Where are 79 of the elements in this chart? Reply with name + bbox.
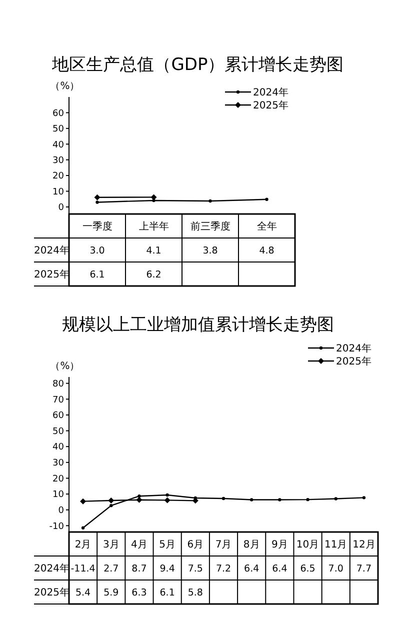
data-label: 6.4 [272,563,288,574]
y-tick-label: 30 [52,458,64,469]
y-tick-label: 0 [58,203,64,214]
data-label: 7.0 [328,563,344,574]
data-label: 9.4 [160,563,175,574]
x-tick-label: 全年 [256,220,277,232]
data-label: 3.8 [202,245,218,256]
legend-label: 2024年 [336,342,372,354]
data-label: 7.2 [216,563,232,574]
point [110,504,113,508]
point [278,498,282,502]
data-label: 2.7 [104,563,119,574]
data-label: 3.0 [90,245,105,256]
data-label: 5.8 [188,587,203,598]
y-tick-label: 40 [52,442,64,453]
x-tick-label: 9月 [271,540,288,550]
data-label: 7.7 [356,563,372,574]
point [166,493,169,497]
x-tick-label: 3月 [102,540,120,550]
chart-title: 地区生产总值（GDP）累计增长走势图 [51,55,344,75]
y-tick-label: 60 [52,411,64,422]
text: 2025年 [34,588,70,598]
point [306,498,310,502]
y-tick-label: 60 [52,108,64,119]
data-label: 6.1 [90,269,105,280]
point [222,496,226,500]
y-tick-label: 20 [52,172,64,182]
x-tick-label: 2月 [74,540,92,550]
data-label: -11.4 [70,563,96,574]
text: 2024年 [34,246,70,256]
x-tick-label: 7月 [215,540,232,550]
x-tick-label: 10月 [296,540,320,550]
y-tick-label: 80 [52,379,64,390]
y-axis-title: （%） [50,361,80,372]
data-label: 6.1 [160,587,175,598]
x-tick-label: 4月 [131,540,148,550]
data-label: 8.7 [132,563,147,574]
data-label: 4.8 [259,245,274,256]
y-axis-title: （%） [50,81,80,92]
x-tick-label: 12月 [352,540,376,550]
y-tick-label: 50 [52,124,64,135]
data-label: 5.4 [75,587,91,598]
text: 2024年 [34,564,70,574]
y-tick-label: 0 [58,506,64,516]
x-tick-label: 8月 [243,540,260,550]
y-tick-label: 50 [52,426,64,437]
data-label: 6.2 [146,269,162,280]
point [362,496,366,500]
y-tick-label: 10 [52,187,64,198]
data-label: 7.5 [188,563,203,574]
point [250,498,254,502]
x-tick-label: 11月 [324,540,348,550]
text: 2025年 [34,270,70,280]
data-label: 6.5 [300,563,316,574]
y-tick-label: 10 [52,490,64,500]
y-tick-label: -10 [49,522,64,532]
legend-label: 2025年 [253,100,288,112]
y-tick-label: 40 [52,140,64,150]
chart-title: 规模以上工业增加值累计增长走势图 [62,315,334,335]
point [138,494,141,498]
y-tick-label: 20 [52,474,64,484]
point [334,497,338,500]
data-label: 5.9 [104,587,119,598]
x-tick-label: 一季度 [82,220,112,232]
x-tick-label: 5月 [159,540,176,550]
y-tick-label: 30 [52,156,64,166]
x-tick-label: 6月 [187,540,204,550]
legend-label: 2024年 [253,86,288,98]
legend-label: 2025年 [336,356,372,368]
data-label: 6.3 [132,587,147,598]
y-tick-label: 70 [52,395,64,406]
point [80,498,86,504]
point [108,498,114,504]
data-label: 6.4 [244,563,260,574]
point [164,497,170,504]
x-tick-label: 前三季度 [190,220,230,232]
x-tick-label: 上半年 [138,220,169,232]
data-label: 4.1 [146,245,162,256]
point [81,526,85,530]
